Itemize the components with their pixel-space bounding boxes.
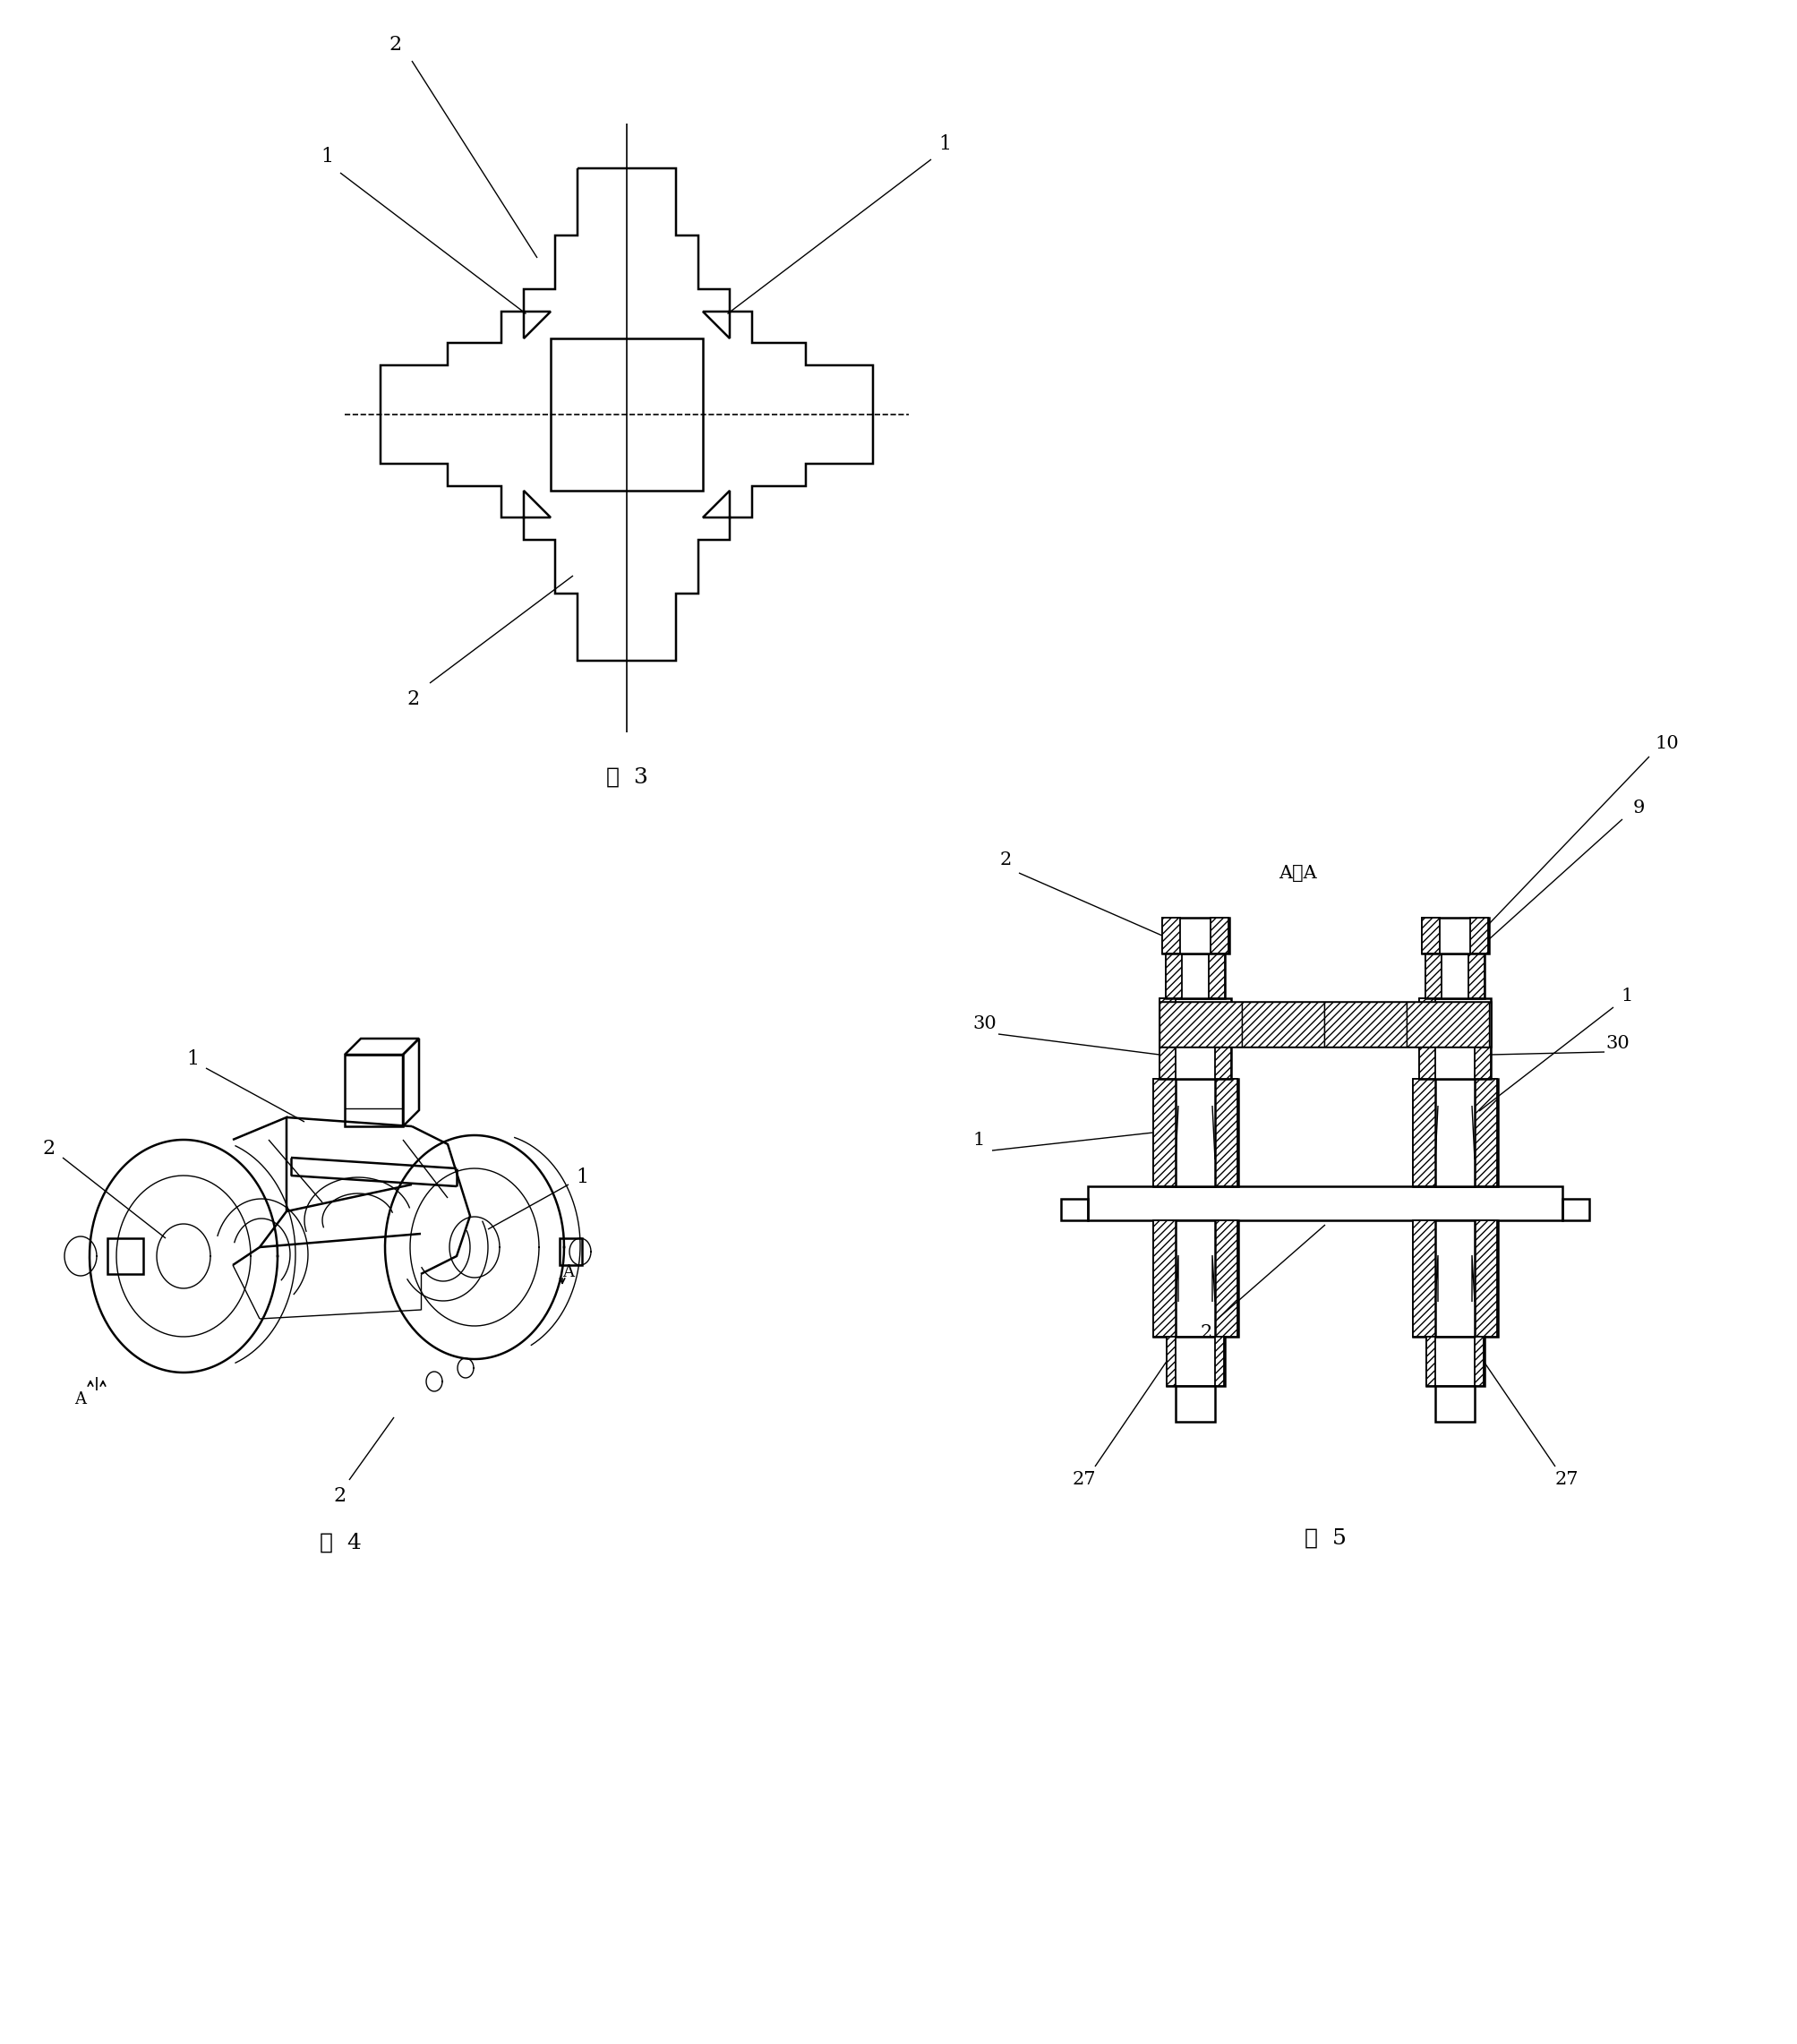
Text: 图  3: 图 3 <box>606 766 647 787</box>
Bar <box>1159 1002 1242 1047</box>
Bar <box>1425 1337 1434 1386</box>
Bar <box>1434 1386 1474 1423</box>
Bar <box>1161 918 1179 953</box>
Bar <box>1434 1220 1474 1337</box>
Bar <box>345 1055 403 1126</box>
Bar <box>1562 1200 1589 1220</box>
Bar <box>1474 1337 1483 1386</box>
Bar <box>1470 918 1488 953</box>
Bar <box>1211 1220 1236 1337</box>
Text: 2: 2 <box>999 850 1012 869</box>
Text: 2: 2 <box>1200 1325 1211 1341</box>
Bar <box>1166 1337 1175 1386</box>
Text: 1: 1 <box>938 135 951 153</box>
Text: 10: 10 <box>1655 734 1678 752</box>
Bar <box>1161 918 1229 953</box>
Bar <box>1175 1386 1215 1423</box>
Bar <box>1425 1337 1484 1386</box>
Text: 1: 1 <box>320 147 332 166</box>
Text: 1: 1 <box>187 1049 199 1069</box>
Bar <box>1087 1186 1562 1220</box>
Bar <box>1412 1220 1438 1337</box>
Text: 1: 1 <box>972 1130 985 1149</box>
Text: 27: 27 <box>1554 1472 1578 1488</box>
Bar <box>1425 1010 1484 1034</box>
Bar <box>1412 1079 1438 1186</box>
Text: A: A <box>562 1263 573 1280</box>
Bar <box>1164 1010 1224 1034</box>
Bar <box>108 1239 144 1273</box>
Text: A－A: A－A <box>1278 865 1317 881</box>
Bar <box>1211 1079 1236 1186</box>
Bar <box>1159 1002 1490 1047</box>
Bar <box>1474 1034 1490 1079</box>
Bar <box>1412 1079 1497 1186</box>
Text: A: A <box>75 1392 86 1408</box>
Bar <box>1421 918 1439 953</box>
Bar <box>550 339 703 491</box>
Text: 2: 2 <box>43 1139 56 1159</box>
Bar <box>1209 953 1224 997</box>
Bar <box>1242 1002 1324 1047</box>
Bar <box>1405 1002 1488 1047</box>
Bar <box>1209 918 1227 953</box>
Text: 1: 1 <box>575 1167 588 1188</box>
Bar <box>1175 1220 1215 1337</box>
Bar <box>1152 1220 1238 1337</box>
Bar <box>1421 918 1488 953</box>
Bar <box>1425 953 1441 997</box>
Bar <box>1215 1034 1231 1079</box>
Text: 30: 30 <box>972 1014 996 1032</box>
Bar <box>559 1239 582 1265</box>
Bar <box>1434 1079 1474 1186</box>
Text: 2: 2 <box>408 689 420 709</box>
Bar <box>1468 953 1484 997</box>
Bar <box>1472 1220 1497 1337</box>
Text: 1: 1 <box>1621 987 1632 1004</box>
Text: 27: 27 <box>1071 1472 1096 1488</box>
Text: 2: 2 <box>334 1486 347 1506</box>
Bar <box>1324 1002 1405 1047</box>
Bar <box>1472 1079 1497 1186</box>
Text: 9: 9 <box>1632 799 1644 816</box>
Text: 图  4: 图 4 <box>320 1533 361 1553</box>
Bar <box>1159 997 1231 1079</box>
Bar <box>1425 953 1484 997</box>
Bar <box>1152 1220 1177 1337</box>
Bar <box>1159 997 1175 1079</box>
Bar <box>1152 1079 1238 1186</box>
Bar <box>1164 953 1224 997</box>
Bar <box>1412 1220 1497 1337</box>
Text: 2: 2 <box>390 35 403 55</box>
Bar <box>1215 1337 1224 1386</box>
Text: 图  5: 图 5 <box>1303 1527 1346 1549</box>
Bar <box>1418 997 1434 1079</box>
Bar <box>1418 997 1490 1079</box>
Text: 30: 30 <box>1605 1034 1630 1051</box>
Bar <box>1152 1079 1177 1186</box>
Bar <box>1175 1079 1215 1186</box>
Bar <box>1164 953 1181 997</box>
Bar <box>1060 1200 1087 1220</box>
Bar <box>1166 1337 1224 1386</box>
